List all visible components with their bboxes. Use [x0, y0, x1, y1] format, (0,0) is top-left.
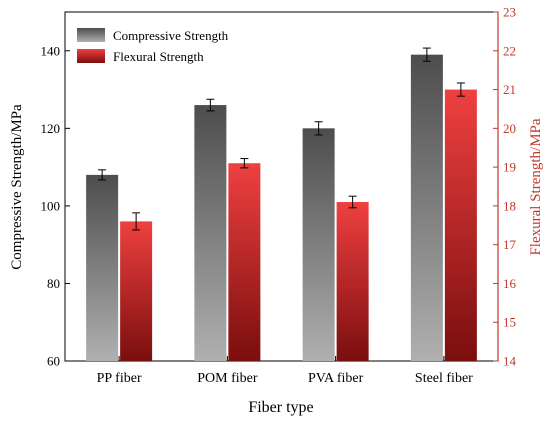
error-bar-compressive-pom-fiber — [206, 98, 215, 112]
error-bar-compressive-pva-fiber — [314, 121, 323, 136]
right-tick-label-22: 22 — [503, 43, 516, 58]
left-axis-label: Compressive Strength/MPa — [9, 104, 25, 270]
x-axis-ticks: PP fiber POM fiber PVA fiber Steel fiber — [97, 356, 473, 386]
legend-swatch-flexural — [77, 49, 105, 63]
left-tick-label-120: 120 — [41, 121, 61, 136]
left-tick-label-140: 140 — [41, 43, 61, 58]
x-tick-label-pom-fiber: POM fiber — [197, 371, 258, 386]
x-tick-label-pp-fiber: PP fiber — [97, 371, 142, 386]
bar-compressive-pp-fiber — [86, 174, 119, 361]
right-tick-label-17: 17 — [503, 237, 517, 252]
bar-flexural-pva-fiber — [336, 202, 369, 361]
error-bar-flexural-pva-fiber — [348, 195, 357, 209]
left-tick-label-80: 80 — [47, 276, 60, 291]
right-tick-label-20: 20 — [503, 121, 516, 136]
bar-flexural-pom-fiber — [228, 163, 261, 361]
right-tick-label-23: 23 — [503, 5, 516, 20]
error-bar-flexural-steel-fiber — [456, 82, 465, 97]
error-bar-flexural-pom-fiber — [240, 158, 249, 169]
x-axis-label: Fiber type — [248, 399, 313, 416]
legend-label-compressive: Compressive Strength — [113, 28, 229, 43]
bar-compressive-steel-fiber — [410, 54, 443, 362]
right-axis-ticks: 14 15 16 17 18 19 20 21 22 23 — [493, 5, 517, 369]
legend-swatch-compressive — [77, 28, 105, 42]
x-tick-label-pva-fiber: PVA fiber — [308, 371, 364, 386]
error-bar-compressive-pp-fiber — [98, 169, 107, 181]
right-tick-label-18: 18 — [503, 198, 516, 213]
bar-flexural-steel-fiber — [444, 89, 477, 362]
x-tick-label-steel-fiber: Steel fiber — [415, 371, 473, 386]
bar-compressive-pva-fiber — [302, 128, 335, 361]
right-tick-label-21: 21 — [503, 82, 516, 97]
bars-group — [86, 54, 477, 362]
bar-flexural-pp-fiber — [120, 221, 153, 361]
error-bar-flexural-pp-fiber — [132, 212, 141, 231]
bar-compressive-pom-fiber — [194, 105, 227, 361]
error-bar-compressive-steel-fiber — [422, 47, 431, 62]
legend-label-flexural: Flexural Strength — [113, 49, 204, 64]
right-tick-label-14: 14 — [503, 354, 517, 369]
right-tick-label-19: 19 — [503, 160, 516, 175]
right-axis-label: Flexural Strength/MPa — [528, 118, 544, 255]
right-tick-label-16: 16 — [503, 276, 517, 291]
left-tick-label-60: 60 — [47, 354, 60, 369]
error-bars-group — [98, 47, 465, 231]
left-axis-ticks: 60 80 100 120 140 — [41, 43, 70, 369]
legend: Compressive Strength Flexural Strength — [77, 28, 229, 64]
left-tick-label-100: 100 — [41, 198, 61, 213]
right-tick-label-15: 15 — [503, 315, 516, 330]
